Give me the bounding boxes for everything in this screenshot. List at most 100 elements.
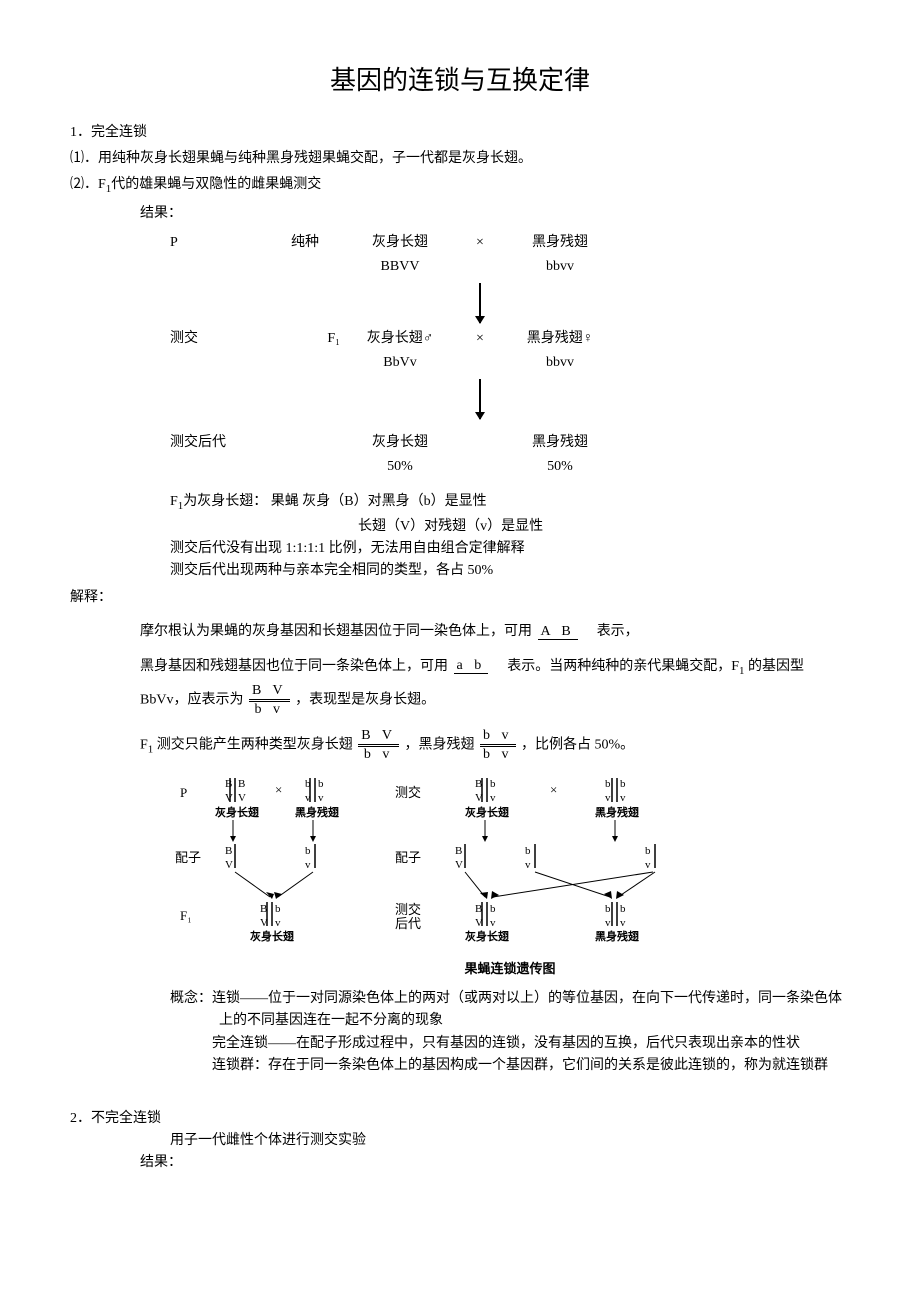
morgan-para4: F1 测交只能产生两种类型灰身长翅 B V b v ，黑身残翅 b v b v …: [140, 729, 850, 762]
svg-text:b: b: [605, 778, 611, 790]
svg-text:B: B: [475, 778, 482, 790]
svg-text:黑身残翅: 黑身残翅: [595, 929, 640, 943]
ratio1: 50%: [340, 456, 460, 478]
p2-geno: bbvv: [500, 256, 620, 278]
page-title: 基因的连锁与互换定律: [70, 60, 850, 102]
cross-symbol: ×: [460, 232, 500, 254]
svg-text:b: b: [525, 845, 531, 857]
svg-text:V: V: [455, 859, 463, 871]
concepts: 概念：连锁——位于一对同源染色体上的两对（或两对以上）的等位基因，在向下一代传递…: [170, 988, 850, 1078]
morgan-p2b: 表示。当两种纯种的亲代果蝇交配，F: [507, 659, 739, 674]
morgan-p4d: ，比例各占 50%。: [521, 738, 634, 753]
concept-complete: 完全连锁——在配子形成过程中，只有基因的连锁，没有基因的互换，后代只表现出亲本的…: [212, 1033, 850, 1055]
svg-text:v: v: [525, 859, 531, 871]
p2-pheno: 黑身残翅: [500, 232, 620, 254]
testcross-label: 测交: [170, 328, 270, 350]
morgan-para3: BbVv，应表示为 B V b v ，表现型是灰身长翅。: [140, 684, 850, 717]
results-label: 结果：: [140, 203, 850, 225]
fraction-ab: a b: [454, 659, 502, 673]
linkage-diagram: P BB VV 灰身长翅 × bb vv 黑身残翅 配子 B V b v F₁: [170, 772, 850, 980]
morgan-p2c: 的基因型: [745, 659, 805, 674]
svg-text:灰身长翅: 灰身长翅: [465, 805, 510, 819]
p1-pheno: 灰身长翅: [340, 232, 460, 254]
svg-text:b: b: [620, 778, 626, 790]
svg-text:b: b: [645, 845, 651, 857]
f1-geno: BbVv: [340, 352, 460, 374]
morgan-p4b: 测交只能产生两种类型灰身长翅: [153, 738, 353, 753]
svg-text:配子: 配子: [175, 850, 201, 865]
item2-prefix: ⑵．F: [70, 177, 106, 192]
p-label: P: [170, 232, 270, 254]
svg-text:B: B: [238, 778, 245, 790]
svg-text:v: v: [490, 917, 496, 929]
explain-label: 解释：: [70, 587, 850, 609]
svg-text:灰身长翅: 灰身长翅: [215, 805, 260, 819]
arrow-down-icon-2: [479, 379, 481, 419]
frac5-bot: b v: [480, 748, 516, 762]
arrow-down-icon: [479, 283, 481, 323]
svg-text:后代: 后代: [395, 916, 421, 931]
section2-line2: 结果：: [140, 1152, 850, 1174]
section1-heading: 1．完全连锁: [70, 122, 850, 144]
svg-text:V: V: [475, 917, 483, 929]
svg-text:P: P: [180, 785, 187, 800]
svg-text:v: v: [305, 859, 311, 871]
concept-group: 连锁群：存在于同一条染色体上的基因构成一个基因群，它们间的关系是彼此连锁的，称为…: [212, 1055, 850, 1077]
svg-text:B: B: [475, 903, 482, 915]
svg-text:B: B: [225, 845, 232, 857]
morgan-p3b: ，表现型是灰身长翅。: [295, 693, 435, 708]
frac4-bot: b v: [358, 748, 399, 762]
svg-text:v: v: [620, 792, 626, 804]
item2-suffix: 代的雄果蝇与双隐性的雌果蝇测交: [111, 177, 321, 192]
fraction-BVbv-2: B V b v: [358, 729, 399, 762]
svg-text:V: V: [260, 917, 268, 929]
explain-line3: 测交后代没有出现 1:1:1:1 比例，无法用自由组合定律解释: [170, 538, 850, 560]
ratio2: 50%: [500, 456, 620, 478]
diagram-caption: 果蝇连锁遗传图: [170, 959, 850, 980]
pure-label: 纯种: [270, 232, 340, 254]
morgan-p4a: F: [140, 738, 148, 753]
svg-text:b: b: [318, 778, 324, 790]
svg-text:黑身残翅: 黑身残翅: [595, 805, 640, 819]
fraction-BVbv: B V b v: [249, 684, 290, 717]
svg-text:b: b: [605, 903, 611, 915]
frac3-bot: b v: [249, 703, 290, 717]
fraction-AB: A B: [538, 625, 592, 639]
fraction-bvbv: b v b v: [480, 729, 516, 762]
svg-text:v: v: [490, 792, 496, 804]
f1-pheno: 灰身长翅♂: [340, 328, 460, 350]
svg-text:v: v: [605, 917, 611, 929]
section2-heading: 2．不完全连锁: [70, 1108, 850, 1130]
tester-pheno: 黑身残翅♀: [500, 328, 620, 350]
explain-block: F1为灰身长翅： 果蝇 灰身（B）对黑身（b）是显性 长翅（V）对残翅（v）是显…: [170, 491, 850, 583]
morgan-p1a: 摩尔根认为果蝇的灰身基因和长翅基因位于同一染色体上，可用: [140, 624, 532, 639]
svg-text:V: V: [225, 792, 233, 804]
morgan-para1: 摩尔根认为果蝇的灰身基因和长翅基因位于同一染色体上，可用 A B 表示，: [140, 621, 850, 643]
svg-text:黑身残翅: 黑身残翅: [295, 805, 340, 819]
svg-text:v: v: [605, 792, 611, 804]
p1-geno: BBVV: [340, 256, 460, 278]
svg-text:×: ×: [550, 782, 557, 797]
concept-linkage: 概念：连锁——位于一对同源染色体上的两对（或两对以上）的等位基因，在向下一代传递…: [170, 988, 850, 1033]
svg-text:b: b: [490, 903, 496, 915]
svg-text:V: V: [225, 859, 233, 871]
svg-text:v: v: [275, 917, 281, 929]
svg-text:b: b: [305, 845, 311, 857]
explain-line2: 长翅（V）对残翅（v）是显性: [358, 516, 850, 538]
svg-text:v: v: [318, 792, 324, 804]
off2-pheno: 黑身残翅: [500, 432, 620, 454]
cross-diagram: P 纯种 灰身长翅 × 黑身残翅 BBVV bbvv 测交 F₁ 灰身长翅♂ ×…: [170, 231, 850, 479]
svg-text:V: V: [238, 792, 246, 804]
section1-item2: ⑵．F1代的雄果蝇与双隐性的雌果蝇测交: [70, 174, 850, 198]
frac2-top: a b: [454, 658, 489, 674]
explain-line4: 测交后代出现两种与亲本完全相同的类型，各占 50%: [170, 560, 850, 582]
svg-text:测交: 测交: [395, 902, 421, 917]
svg-text:V: V: [475, 792, 483, 804]
svg-text:b: b: [620, 903, 626, 915]
svg-text:b: b: [275, 903, 281, 915]
section2-line1: 用子一代雌性个体进行测交实验: [170, 1130, 850, 1152]
explain-line1-prefix: F: [170, 494, 178, 509]
svg-text:v: v: [305, 792, 311, 804]
svg-text:B: B: [225, 778, 232, 790]
svg-text:b: b: [490, 778, 496, 790]
